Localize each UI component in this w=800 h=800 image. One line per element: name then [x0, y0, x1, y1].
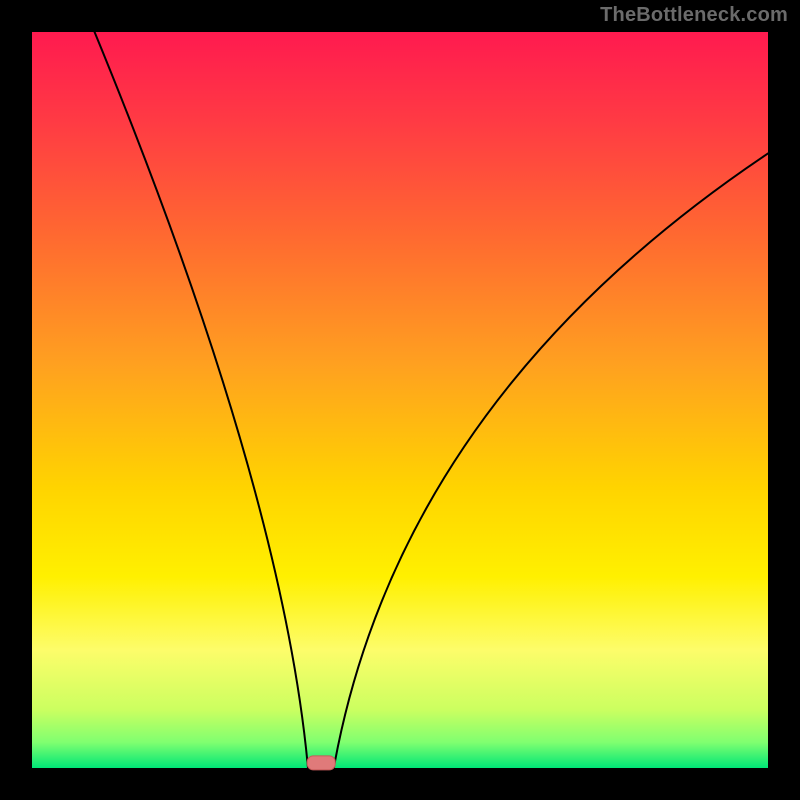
bottleneck-chart: [0, 0, 800, 800]
min-marker: [307, 756, 335, 770]
attribution-text: TheBottleneck.com: [600, 4, 788, 27]
plot-background: [32, 32, 768, 768]
chart-container: TheBottleneck.com: [0, 0, 800, 800]
